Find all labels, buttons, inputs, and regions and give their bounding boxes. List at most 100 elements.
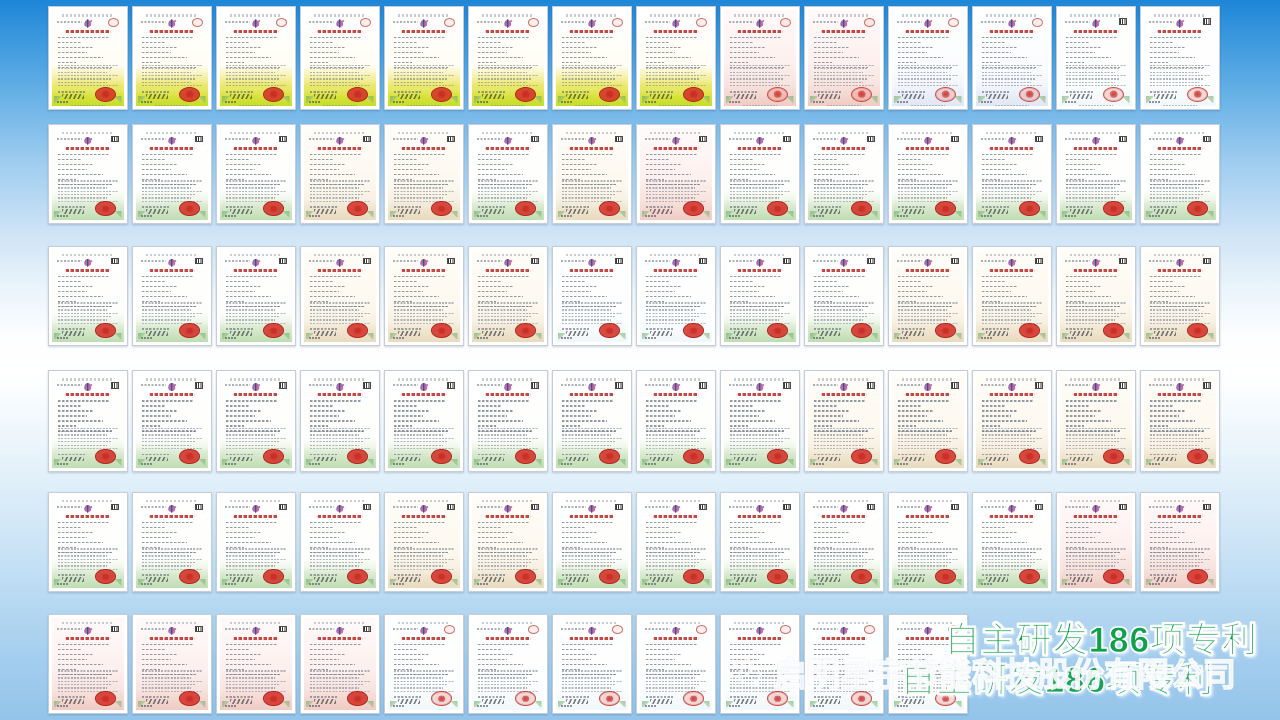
certificate-card[interactable] [972,124,1052,224]
certificate-card[interactable] [216,370,296,472]
certificate-card[interactable] [384,370,464,472]
certificate-card[interactable] [468,124,548,224]
certificate-card[interactable] [804,246,884,346]
certificate-card[interactable] [552,492,632,592]
certificate-card[interactable] [300,6,380,110]
certificate-card[interactable] [1056,6,1136,110]
certificate-card[interactable] [888,246,968,346]
qr-code-icon [950,257,959,265]
certificate-card[interactable] [1056,124,1136,224]
certificate-header-strip [650,253,702,257]
certificate-date-line [141,206,170,208]
qr-code-icon [446,135,455,143]
certificate-card[interactable] [1056,492,1136,592]
certificate-card[interactable] [384,492,464,592]
certificate-card[interactable] [48,370,128,472]
certificate-card[interactable] [552,6,632,110]
certificate-card[interactable] [384,246,464,346]
certificate-card[interactable] [972,370,1052,472]
certificate-card[interactable] [888,6,968,110]
corner-ornament-left [54,578,61,586]
certificate-card[interactable] [720,246,800,346]
certificate-card[interactable] [300,124,380,224]
certificate-card[interactable] [48,6,128,110]
certificate-card[interactable] [1140,124,1220,224]
certificate-card[interactable] [636,370,716,472]
official-red-seal [95,449,117,464]
official-red-seal [95,323,117,338]
certificate-title-text [401,146,447,150]
certificate-card[interactable] [804,614,884,714]
certificate-card[interactable] [384,614,464,714]
corner-ornament-left [978,578,985,586]
certificate-card[interactable] [48,124,128,224]
corner-ornament-left [642,458,649,466]
certificate-card[interactable] [636,492,716,592]
certificate-card[interactable] [1140,6,1220,110]
certificate-card[interactable] [804,370,884,472]
certificate-card[interactable] [552,124,632,224]
certificate-card[interactable] [1140,492,1220,592]
certificate-card[interactable] [552,370,632,472]
certificate-card[interactable] [216,246,296,346]
certificate-card[interactable] [132,6,212,110]
certificate-card[interactable] [552,246,632,346]
certificate-card[interactable] [888,492,968,592]
certificate-card[interactable] [1140,370,1220,472]
certificate-card[interactable] [888,614,968,714]
certificate-card[interactable] [720,614,800,714]
certificate-card[interactable] [720,124,800,224]
certificate-card[interactable] [972,6,1052,110]
certificate-card[interactable] [720,6,800,110]
corner-ornament-left [474,700,481,708]
certificate-card[interactable] [132,370,212,472]
certificate-card[interactable] [468,614,548,714]
official-red-seal [683,449,705,464]
certificate-card[interactable] [552,614,632,714]
certificate-card[interactable] [48,246,128,346]
certificate-card[interactable] [804,6,884,110]
certificate-card[interactable] [636,6,716,110]
certificate-card[interactable] [468,246,548,346]
certificate-card[interactable] [1056,246,1136,346]
corner-ornament-right [451,96,458,104]
certificate-card[interactable] [636,614,716,714]
certificate-card[interactable] [216,6,296,110]
certificate-card[interactable] [132,492,212,592]
certificate-card[interactable] [720,370,800,472]
certificate-card[interactable] [636,246,716,346]
certificate-card[interactable] [216,614,296,714]
certificate-card[interactable] [300,492,380,592]
certificate-header-strip [818,253,870,257]
certificate-card[interactable] [888,370,968,472]
certificate-card[interactable] [468,370,548,472]
certificate-card[interactable] [468,6,548,110]
certificate-card[interactable] [216,492,296,592]
corner-ornament-left [390,210,397,218]
certificate-card[interactable] [300,370,380,472]
certificate-card[interactable] [132,246,212,346]
certificate-card[interactable] [1140,246,1220,346]
certificate-card[interactable] [48,492,128,592]
certificate-card[interactable] [300,614,380,714]
certificate-card[interactable] [1056,370,1136,472]
certificate-card[interactable] [888,124,968,224]
certificate-number-text [141,384,166,387]
certificate-card[interactable] [720,492,800,592]
certificate-card[interactable] [468,492,548,592]
certificate-card[interactable] [384,124,464,224]
certificate-card[interactable] [804,124,884,224]
certificate-card[interactable] [384,6,464,110]
certificate-card[interactable] [48,614,128,714]
certificate-row-6 [48,614,968,714]
certificate-card[interactable] [132,614,212,714]
certificate-card[interactable] [636,124,716,224]
certificate-card[interactable] [132,124,212,224]
certificate-card[interactable] [300,246,380,346]
certificate-sheet [52,250,124,342]
certificate-card[interactable] [216,124,296,224]
qr-code-icon [1202,381,1211,389]
certificate-card[interactable] [804,492,884,592]
certificate-card[interactable] [972,246,1052,346]
certificate-card[interactable] [972,492,1052,592]
